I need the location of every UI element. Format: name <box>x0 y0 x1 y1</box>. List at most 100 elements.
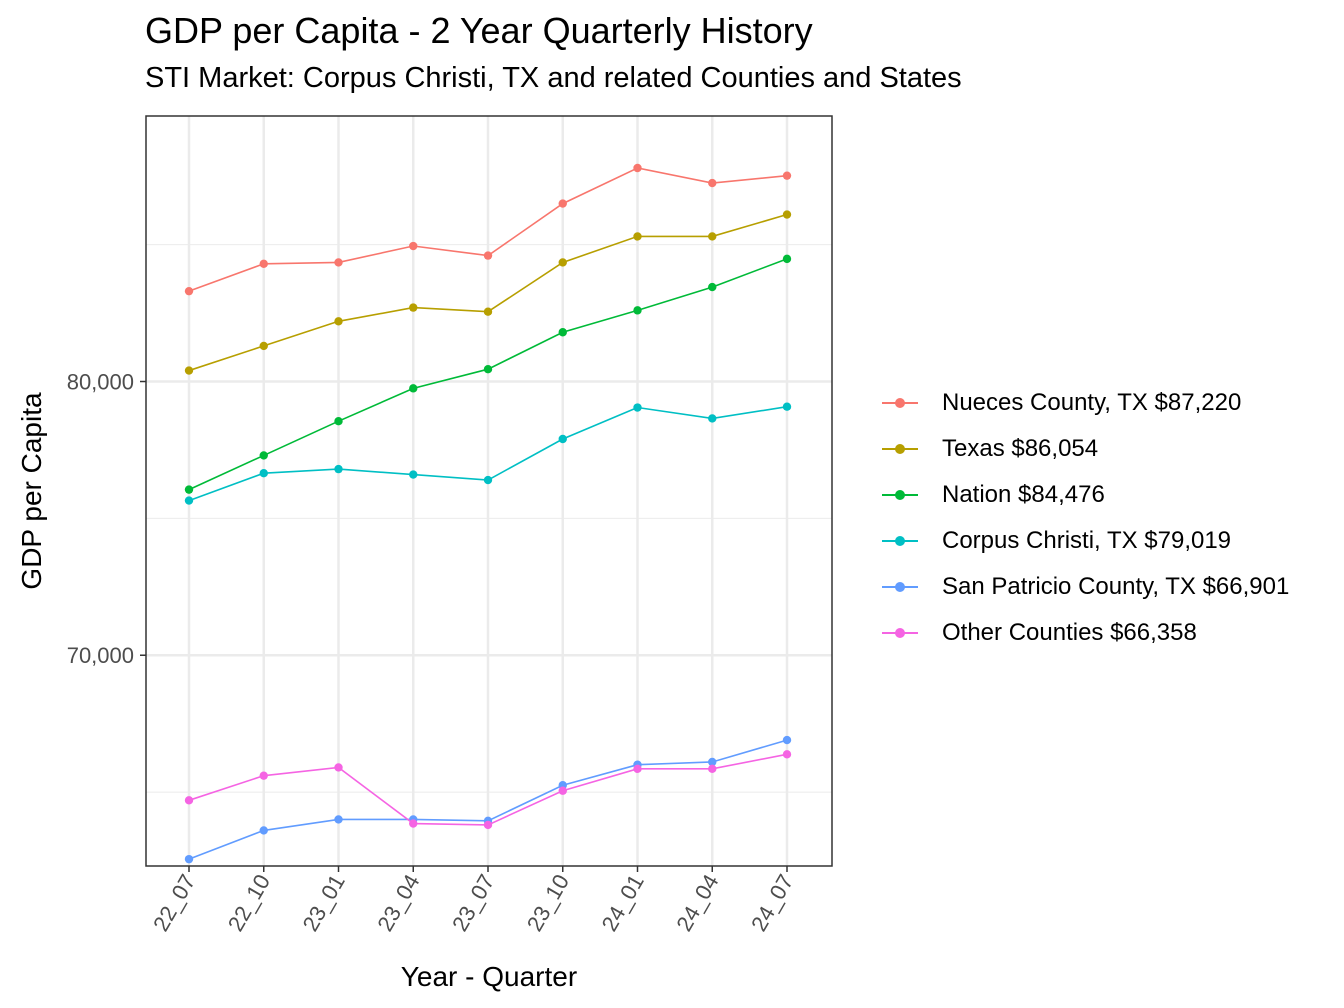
legend-label: Corpus Christi, TX $79,019 <box>942 527 1232 554</box>
x-tick-label: 23_10 <box>522 870 574 935</box>
data-point <box>633 306 642 315</box>
data-point <box>409 470 418 479</box>
x-tick-label: 24_04 <box>671 870 723 935</box>
data-point <box>558 199 567 208</box>
data-point <box>409 819 418 828</box>
data-point <box>633 764 642 774</box>
data-point <box>633 232 642 241</box>
data-point <box>558 786 567 795</box>
legend-key-point <box>895 628 905 638</box>
legend-item: Nueces County, TX $87,220 <box>880 380 1289 426</box>
legend-key-point <box>895 444 905 454</box>
data-point <box>259 469 268 478</box>
y-tick-label: 70,000 <box>67 643 134 668</box>
data-point <box>259 341 268 351</box>
data-point <box>184 854 194 864</box>
x-tick-label: 24_07 <box>746 870 798 935</box>
data-point <box>708 232 717 241</box>
x-tick-label: 23_01 <box>298 870 350 935</box>
data-point <box>483 820 493 830</box>
data-point <box>483 364 493 374</box>
data-point <box>334 763 343 772</box>
series-0 <box>184 163 792 296</box>
data-point <box>782 750 792 759</box>
data-point <box>483 251 493 260</box>
data-point <box>334 815 343 824</box>
legend-key <box>880 531 920 551</box>
data-point <box>259 826 268 835</box>
series-5 <box>184 750 792 830</box>
data-point <box>334 258 343 267</box>
data-point <box>259 451 268 460</box>
x-tick-label: 24_01 <box>597 870 649 935</box>
legend-key <box>880 623 920 643</box>
data-point <box>409 241 418 251</box>
series-2 <box>184 254 792 494</box>
plot-border <box>145 115 833 867</box>
data-point <box>708 757 717 767</box>
data-point <box>483 475 493 485</box>
data-point <box>782 254 792 264</box>
data-point <box>708 282 717 292</box>
data-point <box>782 402 792 411</box>
legend-key-point <box>895 490 905 500</box>
legend-label: Nueces County, TX $87,220 <box>942 389 1242 416</box>
data-point <box>409 384 418 393</box>
chart-subtitle: STI Market: Corpus Christi, TX and relat… <box>145 62 962 94</box>
data-point <box>334 464 343 474</box>
data-point <box>708 764 717 774</box>
x-tick-label: 23_04 <box>372 870 424 935</box>
legend-key-point <box>895 536 905 546</box>
data-point <box>782 171 792 180</box>
series-1 <box>184 210 792 375</box>
legend-key <box>880 439 920 459</box>
data-point <box>184 286 194 296</box>
legend-item: Other Counties $66,358 <box>880 610 1289 656</box>
legend-label: Nation $84,476 <box>942 481 1105 508</box>
legend-item: Nation $84,476 <box>880 472 1289 518</box>
data-point <box>633 403 642 412</box>
data-point <box>259 771 268 780</box>
x-tick-label: 22_10 <box>223 870 275 935</box>
x-axis: 22_07 22_10 23_01 23_04 23_07 23_10 24_01 24_04… <box>148 866 798 935</box>
legend: Nueces County, TX $87,220 Texas $86,054 Na… <box>880 380 1289 656</box>
chart-title: GDP per Capita - 2 Year Quarterly Histor… <box>145 10 813 51</box>
data-point <box>558 434 567 444</box>
data-point <box>184 366 194 375</box>
legend-item: Texas $86,054 <box>880 426 1289 472</box>
x-axis-title: Year - Quarter <box>401 961 577 992</box>
legend-key <box>880 577 920 597</box>
legend-item: San Patricio County, TX $66,901 <box>880 564 1289 610</box>
series-layer <box>184 163 792 864</box>
data-point <box>184 485 194 494</box>
legend-key-point <box>895 582 905 592</box>
y-axis: 70,000 80,000 <box>67 370 146 668</box>
data-point <box>782 735 792 745</box>
data-point <box>633 163 642 173</box>
data-point <box>259 259 268 269</box>
legend-label: Texas $86,054 <box>942 435 1099 462</box>
data-point <box>184 796 194 805</box>
legend-item: Corpus Christi, TX $79,019 <box>880 518 1289 564</box>
data-point <box>334 417 343 426</box>
data-point <box>558 328 567 337</box>
data-point <box>334 317 343 326</box>
data-point <box>184 496 194 505</box>
data-point <box>558 258 567 267</box>
y-tick-label: 80,000 <box>67 370 134 395</box>
legend-label: Other Counties $66,358 <box>942 619 1197 646</box>
legend-key <box>880 393 920 413</box>
data-point <box>409 303 418 312</box>
data-point <box>782 210 792 219</box>
y-axis-title: GDP per Capita <box>16 392 47 590</box>
data-point <box>708 414 717 423</box>
x-tick-label: 22_07 <box>148 870 200 935</box>
data-point <box>708 178 717 188</box>
legend-key <box>880 485 920 505</box>
legend-key-point <box>895 398 905 408</box>
legend-label: San Patricio County, TX $66,901 <box>942 573 1290 600</box>
series-3 <box>184 402 792 505</box>
data-point <box>483 307 493 316</box>
x-tick-label: 23_07 <box>447 870 499 935</box>
